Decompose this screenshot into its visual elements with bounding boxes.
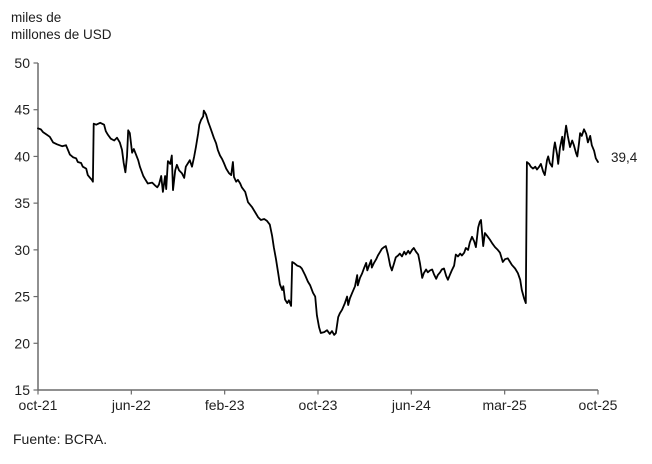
y-tick-label: 30 <box>14 242 30 258</box>
x-tick-label: oct-25 <box>579 397 618 413</box>
series-line <box>37 109 599 336</box>
y-tick-label: 40 <box>14 148 30 164</box>
y-axis-unit-line2: millones de USD <box>11 27 112 42</box>
source-note: Fuente: BCRA. <box>13 431 108 447</box>
y-tick-label: 20 <box>14 335 30 351</box>
last-value-label: 39,4 <box>611 150 638 165</box>
x-tick-label: oct-23 <box>299 397 338 413</box>
y-tick-label: 15 <box>14 382 30 398</box>
y-tick-label: 50 <box>14 55 30 71</box>
y-axis-unit-line1: miles de <box>11 10 62 25</box>
y-tick-label: 45 <box>14 102 30 118</box>
x-tick-label: mar-25 <box>482 397 527 413</box>
x-tick-label: jun-22 <box>111 397 151 413</box>
x-tick-label: oct-21 <box>19 397 58 413</box>
y-axis-unit-label: miles de millones de USD <box>11 9 112 43</box>
x-tick-label: jun-24 <box>391 397 431 413</box>
x-tick-label: feb-23 <box>205 397 245 413</box>
y-tick-label: 25 <box>14 289 30 305</box>
y-tick-label: 35 <box>14 195 30 211</box>
